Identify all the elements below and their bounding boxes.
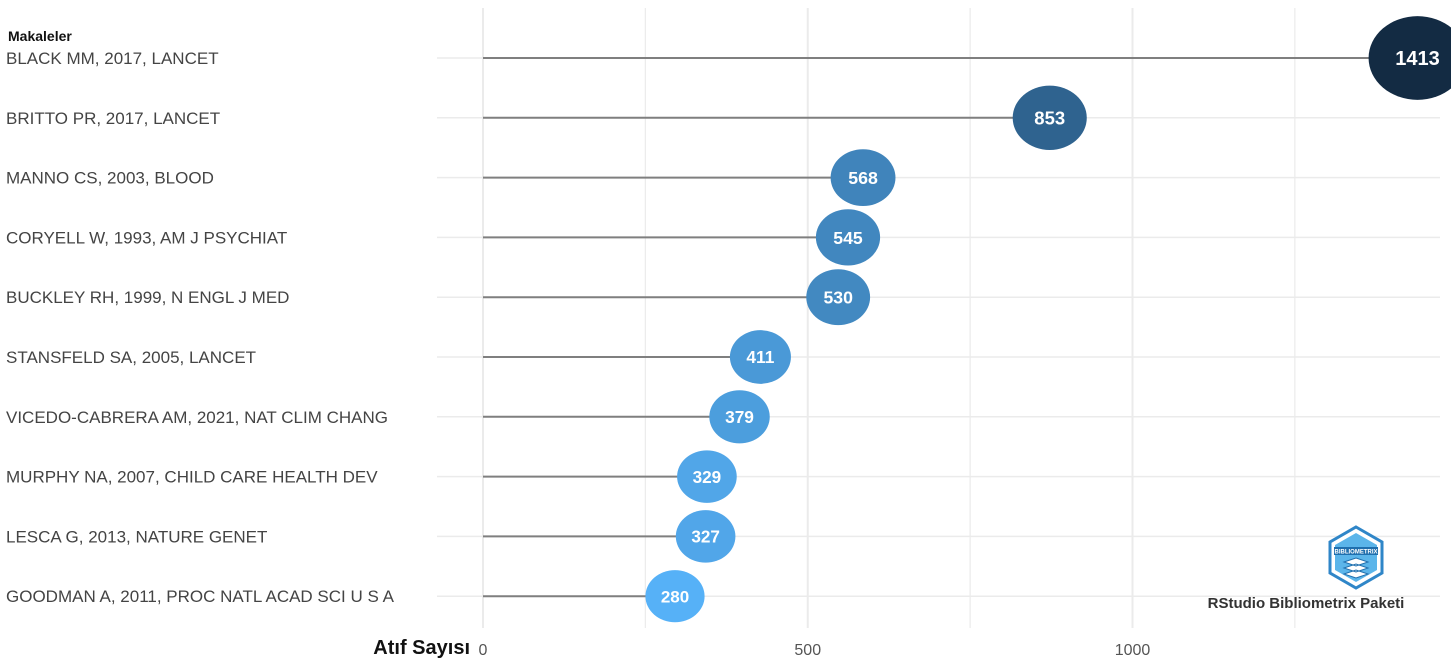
article-label: VICEDO-CABRERA AM, 2021, NAT CLIM CHANG — [6, 408, 388, 427]
bubble — [1368, 16, 1451, 100]
bubble — [1012, 85, 1087, 150]
article-label: MURPHY NA, 2007, CHILD CARE HEALTH DEV — [6, 468, 378, 487]
article-label: BLACK MM, 2017, LANCET — [6, 49, 219, 68]
x-tick-label: 500 — [794, 642, 821, 659]
x-axis-title: Atıf Sayısı — [373, 637, 470, 659]
bubble — [830, 149, 896, 206]
x-axis-ticks: 0 500 1000 — [479, 642, 1151, 659]
bubble-value-label: 568 — [848, 168, 878, 188]
bubble — [815, 209, 881, 266]
article-label: BRITTO PR, 2017, LANCET — [6, 109, 220, 128]
lollipop-bubbles: 1413 853 568 545 530 411 379 329 327 280 — [645, 16, 1451, 623]
bubble-value-label: 853 — [1034, 107, 1065, 128]
article-label: STANSFELD SA, 2005, LANCET — [6, 348, 256, 367]
bubble — [709, 390, 770, 444]
bubble — [806, 269, 871, 326]
bibliometrix-watermark: BIBLIOMETRIX RStudio Bibliometrix Paketi — [1208, 525, 1405, 612]
grid-lines — [437, 8, 1440, 628]
logo-text: BIBLIOMETRIX — [1335, 550, 1378, 556]
x-tick-label: 0 — [479, 642, 488, 659]
x-tick-label: 1000 — [1115, 642, 1151, 659]
watermark-caption: RStudio Bibliometrix Paketi — [1208, 595, 1405, 612]
article-label: GOODMAN A, 2011, PROC NATL ACAD SCI U S … — [6, 587, 395, 606]
bubble-value-label: 327 — [691, 528, 720, 547]
y-axis-title: Makaleler — [8, 28, 72, 44]
bubble-value-label: 379 — [725, 407, 754, 427]
lollipop-segments — [483, 57, 1372, 598]
bubble-value-label: 329 — [693, 468, 722, 487]
article-label: LESCA G, 2013, NATURE GENET — [6, 527, 267, 546]
bubble-value-label: 280 — [661, 587, 689, 606]
article-label: MANNO CS, 2003, BLOOD — [6, 169, 214, 188]
bubble-value-label: 530 — [823, 288, 853, 308]
article-labels: BLACK MM, 2017, LANCET BRITTO PR, 2017, L… — [6, 49, 395, 606]
bubble — [675, 510, 736, 563]
bubble-value-label: 1413 — [1395, 48, 1440, 70]
bubble-value-label: 411 — [746, 347, 774, 367]
bibliometrix-logo: BIBLIOMETRIX — [1328, 525, 1384, 590]
bubble-value-label: 545 — [833, 228, 863, 248]
bubble — [729, 330, 791, 384]
bubble — [677, 450, 737, 503]
bubble — [645, 570, 705, 623]
article-label: BUCKLEY RH, 1999, N ENGL J MED — [6, 288, 289, 307]
article-label: CORYELL W, 1993, AM J PSYCHIAT — [6, 228, 287, 247]
